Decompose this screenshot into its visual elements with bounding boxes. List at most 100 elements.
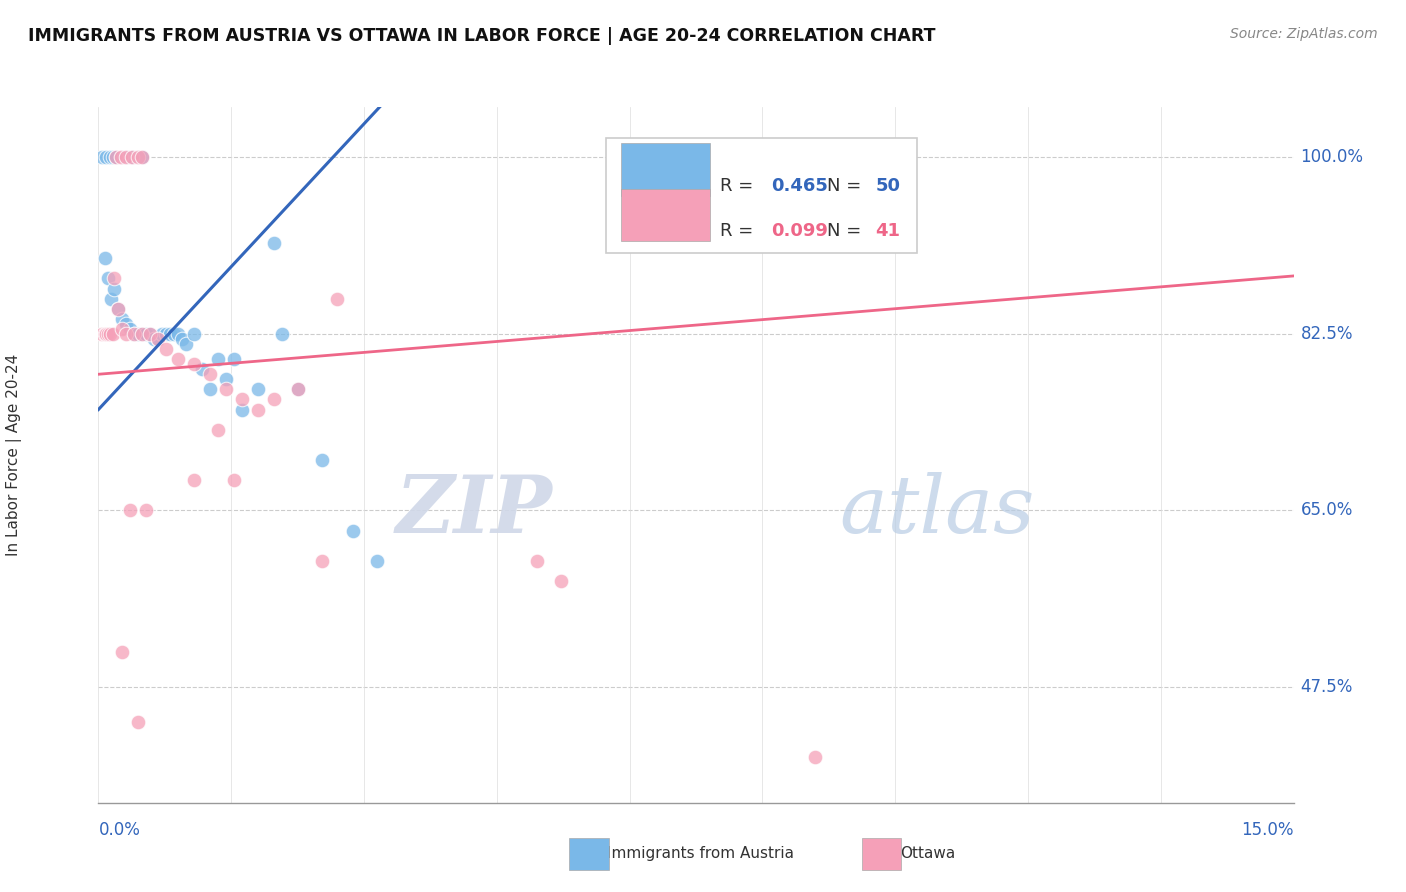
Point (128, 151, 150, 165)
Point (115, 317, 138, 331)
Text: IMMIGRANTS FROM AUSTRIA VS OTTAWA IN LABOR FORCE | AGE 20-24 CORRELATION CHART: IMMIGRANTS FROM AUSTRIA VS OTTAWA IN LAB… (28, 27, 935, 45)
Point (104, 151, 127, 165)
Text: Ottawa: Ottawa (900, 847, 955, 861)
Point (111, 322, 134, 336)
Point (748, 151, 770, 165)
Text: 41: 41 (875, 222, 900, 240)
Text: 50: 50 (875, 177, 900, 194)
Point (103, 281, 125, 295)
Text: N =: N = (827, 177, 868, 194)
Text: atlas: atlas (839, 472, 1035, 549)
Point (96, 151, 118, 165)
Point (287, 383, 309, 397)
Text: 100.0%: 100.0% (1301, 148, 1364, 167)
Point (724, 151, 747, 165)
Point (127, 151, 149, 165)
Point (167, 326, 190, 341)
Point (311, 453, 333, 467)
Text: N =: N = (827, 222, 868, 240)
FancyBboxPatch shape (620, 144, 710, 195)
Point (139, 326, 162, 341)
Point (121, 151, 143, 165)
Point (131, 326, 153, 341)
Point (131, 151, 153, 165)
Text: 47.5%: 47.5% (1301, 678, 1353, 696)
Point (246, 383, 269, 397)
Point (115, 326, 138, 341)
Point (103, 271, 125, 285)
Point (118, 151, 141, 165)
Point (120, 322, 142, 336)
Point (131, 151, 153, 165)
Text: R =: R = (720, 222, 759, 240)
Point (135, 503, 157, 517)
Text: 82.5%: 82.5% (1301, 325, 1353, 343)
Point (111, 311, 134, 326)
Point (110, 151, 132, 165)
Point (246, 402, 269, 417)
Point (125, 151, 148, 165)
Point (120, 503, 142, 517)
Point (215, 372, 238, 386)
Point (148, 332, 170, 346)
Point (167, 352, 190, 367)
Point (104, 151, 127, 165)
Point (115, 151, 138, 165)
Point (96, 326, 118, 341)
Point (263, 392, 285, 407)
Point (526, 554, 548, 568)
Point (198, 383, 221, 397)
Point (366, 554, 388, 568)
Point (121, 151, 143, 165)
Point (172, 332, 194, 346)
Point (207, 423, 229, 437)
Text: 65.0%: 65.0% (1301, 501, 1353, 519)
Point (326, 292, 349, 306)
Point (131, 326, 153, 341)
Point (127, 715, 149, 730)
Point (107, 301, 129, 316)
Point (270, 326, 292, 341)
Point (98, 326, 122, 341)
Text: In Labor Force | Age 20-24: In Labor Force | Age 20-24 (6, 354, 22, 556)
FancyBboxPatch shape (620, 189, 710, 241)
Point (135, 326, 157, 341)
Point (98, 151, 122, 165)
Point (107, 301, 129, 316)
Point (163, 326, 186, 341)
Text: Immigrants from Austria: Immigrants from Austria (607, 847, 794, 861)
Point (198, 368, 221, 382)
Point (124, 326, 146, 341)
Point (150, 326, 173, 341)
Point (110, 151, 132, 165)
Point (342, 524, 364, 538)
Point (191, 362, 214, 376)
Point (124, 326, 146, 341)
Point (94, 326, 117, 341)
Point (155, 326, 177, 341)
Point (550, 574, 572, 588)
Point (127, 326, 149, 341)
Point (207, 352, 229, 367)
Point (155, 342, 177, 356)
Point (183, 473, 205, 487)
Text: 0.099: 0.099 (772, 222, 828, 240)
Text: 0.465: 0.465 (772, 177, 828, 194)
Point (215, 383, 238, 397)
Point (139, 326, 162, 341)
Point (222, 473, 245, 487)
Text: Source: ZipAtlas.com: Source: ZipAtlas.com (1230, 27, 1378, 41)
Point (159, 326, 181, 341)
Text: R =: R = (720, 177, 759, 194)
Point (111, 644, 134, 658)
Text: 15.0%: 15.0% (1241, 821, 1294, 838)
Point (263, 236, 285, 251)
Text: ZIP: ZIP (395, 472, 553, 549)
Point (183, 326, 205, 341)
Point (231, 402, 253, 417)
Point (804, 750, 827, 764)
Point (94, 252, 117, 266)
FancyBboxPatch shape (606, 138, 917, 253)
Point (231, 392, 253, 407)
Point (143, 332, 166, 346)
